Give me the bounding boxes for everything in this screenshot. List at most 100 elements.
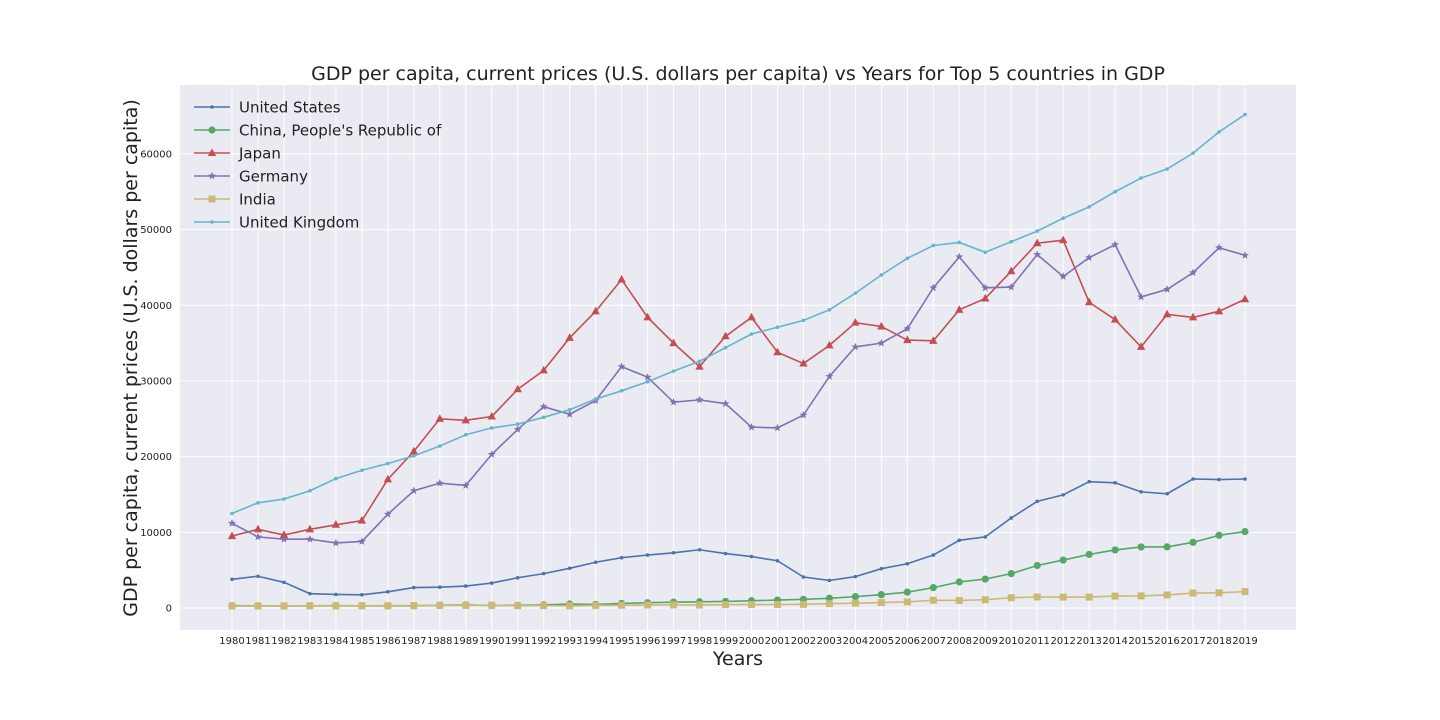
data-point <box>877 321 886 330</box>
data-point <box>383 474 393 483</box>
data-point <box>1007 266 1016 275</box>
data-point <box>801 318 806 323</box>
data-point <box>463 432 468 437</box>
data-point <box>383 509 392 518</box>
data-point <box>334 592 338 597</box>
data-point <box>981 596 989 604</box>
data-point <box>308 591 312 596</box>
x-tick-label: 2016 <box>1154 636 1179 647</box>
data-point <box>1111 546 1119 554</box>
x-tick-label: 1987 <box>401 636 426 647</box>
data-point <box>981 283 990 292</box>
data-point <box>955 305 964 313</box>
data-point <box>929 336 938 344</box>
data-point <box>879 566 884 571</box>
data-point <box>723 551 728 556</box>
legend-label: United States <box>239 99 341 117</box>
data-point <box>695 395 704 404</box>
data-point <box>1035 499 1040 504</box>
x-tick-label: 2006 <box>895 636 920 647</box>
data-point <box>539 365 548 374</box>
series-united-kingdom <box>230 112 1247 516</box>
data-point <box>1059 556 1067 564</box>
x-tick-label: 1981 <box>245 636 270 647</box>
x-tick-label: 2003 <box>817 636 842 647</box>
legend-item: Japan <box>194 145 281 163</box>
data-point <box>851 593 859 601</box>
data-point <box>1033 238 1042 247</box>
data-point <box>955 578 963 586</box>
data-point <box>1084 297 1094 306</box>
data-point <box>306 602 314 610</box>
data-point <box>617 362 626 370</box>
data-point <box>230 577 234 582</box>
data-point <box>487 450 496 458</box>
data-point <box>488 601 496 609</box>
x-tick-label: 2014 <box>1102 636 1127 647</box>
data-point <box>957 240 962 245</box>
data-point <box>903 598 911 606</box>
data-point <box>541 571 546 576</box>
data-point <box>1059 593 1067 601</box>
data-point <box>853 574 858 579</box>
data-point <box>256 574 260 579</box>
data-point <box>331 520 341 528</box>
data-point <box>1087 205 1091 209</box>
data-point <box>1191 151 1195 155</box>
data-point <box>435 478 444 487</box>
y-axis-title: GDP per capita, current prices (U.S. dol… <box>120 99 142 617</box>
data-point <box>437 444 442 448</box>
data-point <box>592 601 600 609</box>
data-point <box>1217 130 1221 134</box>
data-point <box>282 497 286 501</box>
data-point <box>332 602 340 610</box>
data-point <box>1241 251 1249 259</box>
series-japan <box>227 235 1250 540</box>
data-point <box>305 534 314 543</box>
data-point <box>1033 561 1041 570</box>
data-point <box>1165 491 1169 496</box>
data-point <box>334 476 338 481</box>
data-point <box>1163 543 1171 551</box>
data-point <box>462 601 470 609</box>
x-tick-label: 2019 <box>1232 636 1257 647</box>
data-point <box>487 411 496 420</box>
legend-label: India <box>239 191 276 209</box>
data-point <box>903 324 912 333</box>
data-point <box>1033 593 1041 601</box>
data-point <box>905 561 910 566</box>
data-point <box>670 601 678 609</box>
data-point <box>230 511 234 516</box>
data-point <box>929 596 937 604</box>
data-point <box>721 399 730 408</box>
data-point <box>1035 229 1040 233</box>
y-tick-label: 0 <box>166 604 172 615</box>
data-point <box>749 332 754 336</box>
data-point <box>1240 294 1250 303</box>
x-tick-label: 1984 <box>323 636 348 647</box>
data-point <box>905 256 910 261</box>
data-point <box>1241 588 1249 596</box>
legend-label: Japan <box>238 145 281 163</box>
data-point <box>412 454 416 458</box>
x-tick-label: 1986 <box>375 636 400 647</box>
legend: United States China, People's Republic of… <box>194 99 442 232</box>
x-tick-label: 2009 <box>973 636 998 647</box>
x-tick-label: 2018 <box>1206 636 1231 647</box>
data-point <box>1113 189 1117 194</box>
data-point <box>1007 594 1015 602</box>
data-point <box>825 340 834 349</box>
data-point <box>825 372 834 380</box>
x-tick-label: 2015 <box>1128 636 1153 647</box>
data-point <box>1009 516 1014 520</box>
x-tick-label: 2001 <box>765 636 790 647</box>
series-layer <box>227 112 1250 610</box>
data-point <box>775 325 780 330</box>
data-point <box>1007 570 1015 578</box>
data-point <box>671 369 676 373</box>
data-point <box>825 594 834 602</box>
data-point <box>645 553 650 557</box>
series-line <box>231 590 1246 607</box>
data-point <box>437 585 442 590</box>
data-point <box>331 538 340 547</box>
